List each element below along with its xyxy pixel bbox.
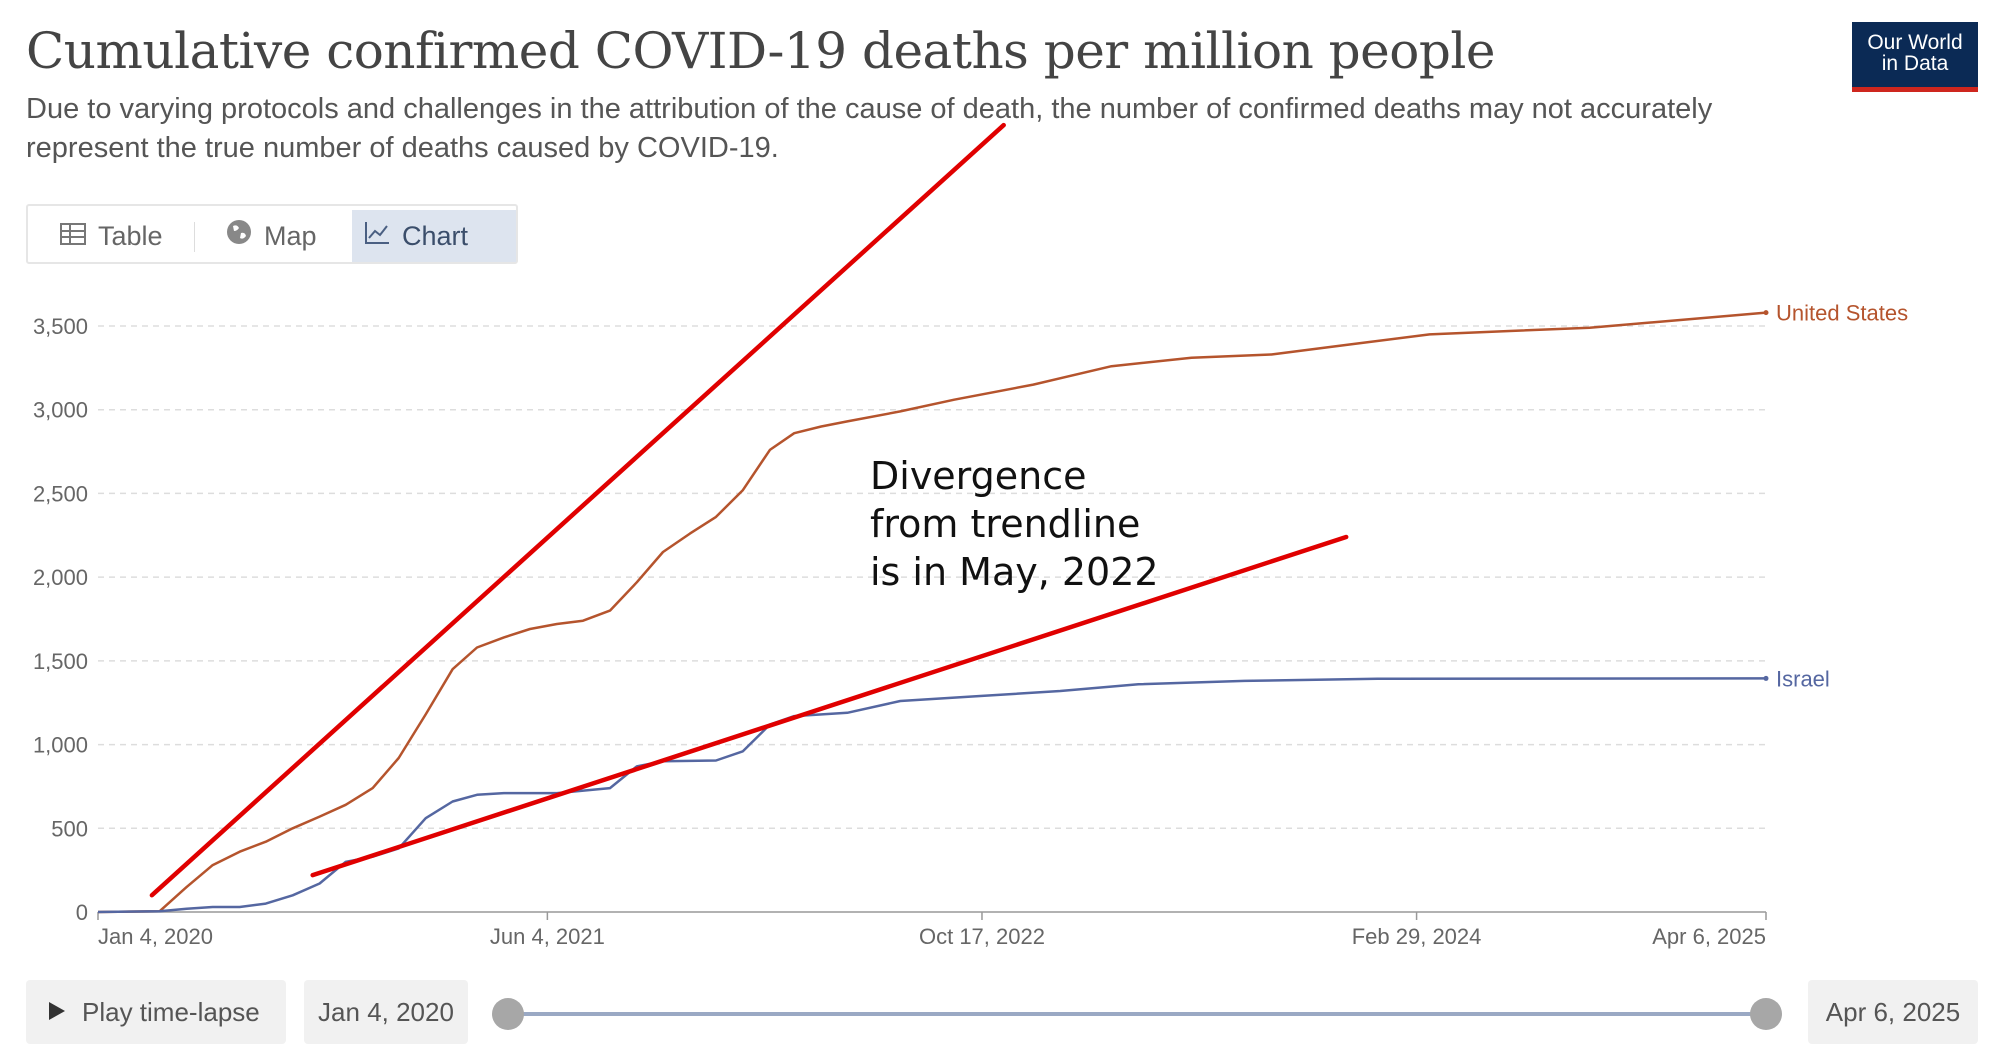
- y-tick-label: 0: [76, 900, 88, 925]
- tab-map[interactable]: Map: [214, 210, 344, 262]
- chart-title: Cumulative confirmed COVID-19 deaths per…: [26, 22, 1495, 80]
- series-end-marker: [1763, 675, 1769, 681]
- y-tick-label: 2,000: [33, 565, 88, 590]
- y-tick-label: 1,500: [33, 649, 88, 674]
- trend-line: [149, 122, 1006, 898]
- chart-subtitle: Due to varying protocols and challenges …: [26, 93, 1713, 164]
- line-chart: 0 500 1,000 1,500 2,000 2,500 3,000 3,500 Jan 4,…: [33, 122, 1908, 949]
- x-tick-label: Apr 6, 2025: [1652, 924, 1766, 949]
- y-tick-label: 1,000: [33, 733, 88, 758]
- timeline-start-handle[interactable]: [492, 998, 524, 1030]
- trend-line: [310, 534, 1349, 878]
- play-label: Play time-lapse: [82, 996, 260, 1027]
- y-tick-label: 500: [51, 816, 88, 841]
- timeline-end-handle[interactable]: [1750, 998, 1782, 1030]
- y-tick-label: 2,500: [33, 481, 88, 506]
- series-line-united-states: [97, 311, 1767, 914]
- our-world-in-data-logo[interactable]: Our World in Data: [1852, 22, 1978, 92]
- tab-divider: [194, 222, 195, 252]
- globe-icon: [226, 210, 252, 262]
- x-tick-label: Oct 17, 2022: [919, 924, 1045, 949]
- end-date-box[interactable]: Apr 6, 2025: [1808, 980, 1978, 1044]
- x-tick-label: Jun 4, 2021: [490, 924, 605, 949]
- tab-table-label: Table: [98, 221, 163, 251]
- series-label: Israel: [1776, 666, 1830, 691]
- logo-line-2: in Data: [1881, 52, 1949, 75]
- series-label: United States: [1776, 301, 1908, 326]
- x-tick-label: Jan 4, 2020: [98, 924, 213, 949]
- x-tick-label: Feb 29, 2024: [1352, 924, 1482, 949]
- line-chart-icon: [364, 210, 390, 262]
- tab-chart[interactable]: Chart: [352, 210, 516, 262]
- view-tabs: Table Map Chart: [26, 204, 518, 264]
- series-line-israel: [97, 677, 1767, 914]
- tab-table[interactable]: Table: [48, 210, 198, 262]
- series-end-marker: [1763, 310, 1769, 316]
- tab-chart-label: Chart: [402, 221, 469, 251]
- annotation-text: Divergence from trendline is in May, 202…: [870, 454, 1159, 594]
- y-tick-label: 3,000: [33, 398, 88, 423]
- start-date-box[interactable]: Jan 4, 2020: [304, 980, 468, 1044]
- logo-line-1: Our World: [1867, 31, 1963, 54]
- y-tick-label: 3,500: [33, 314, 88, 339]
- table-icon: [60, 210, 86, 262]
- play-time-lapse-button[interactable]: Play time-lapse: [26, 980, 286, 1044]
- logo-accent-bar: [1852, 87, 1978, 92]
- tab-map-label: Map: [264, 221, 317, 251]
- timeline-slider-track[interactable]: [506, 1012, 1764, 1016]
- play-icon: [48, 997, 66, 1028]
